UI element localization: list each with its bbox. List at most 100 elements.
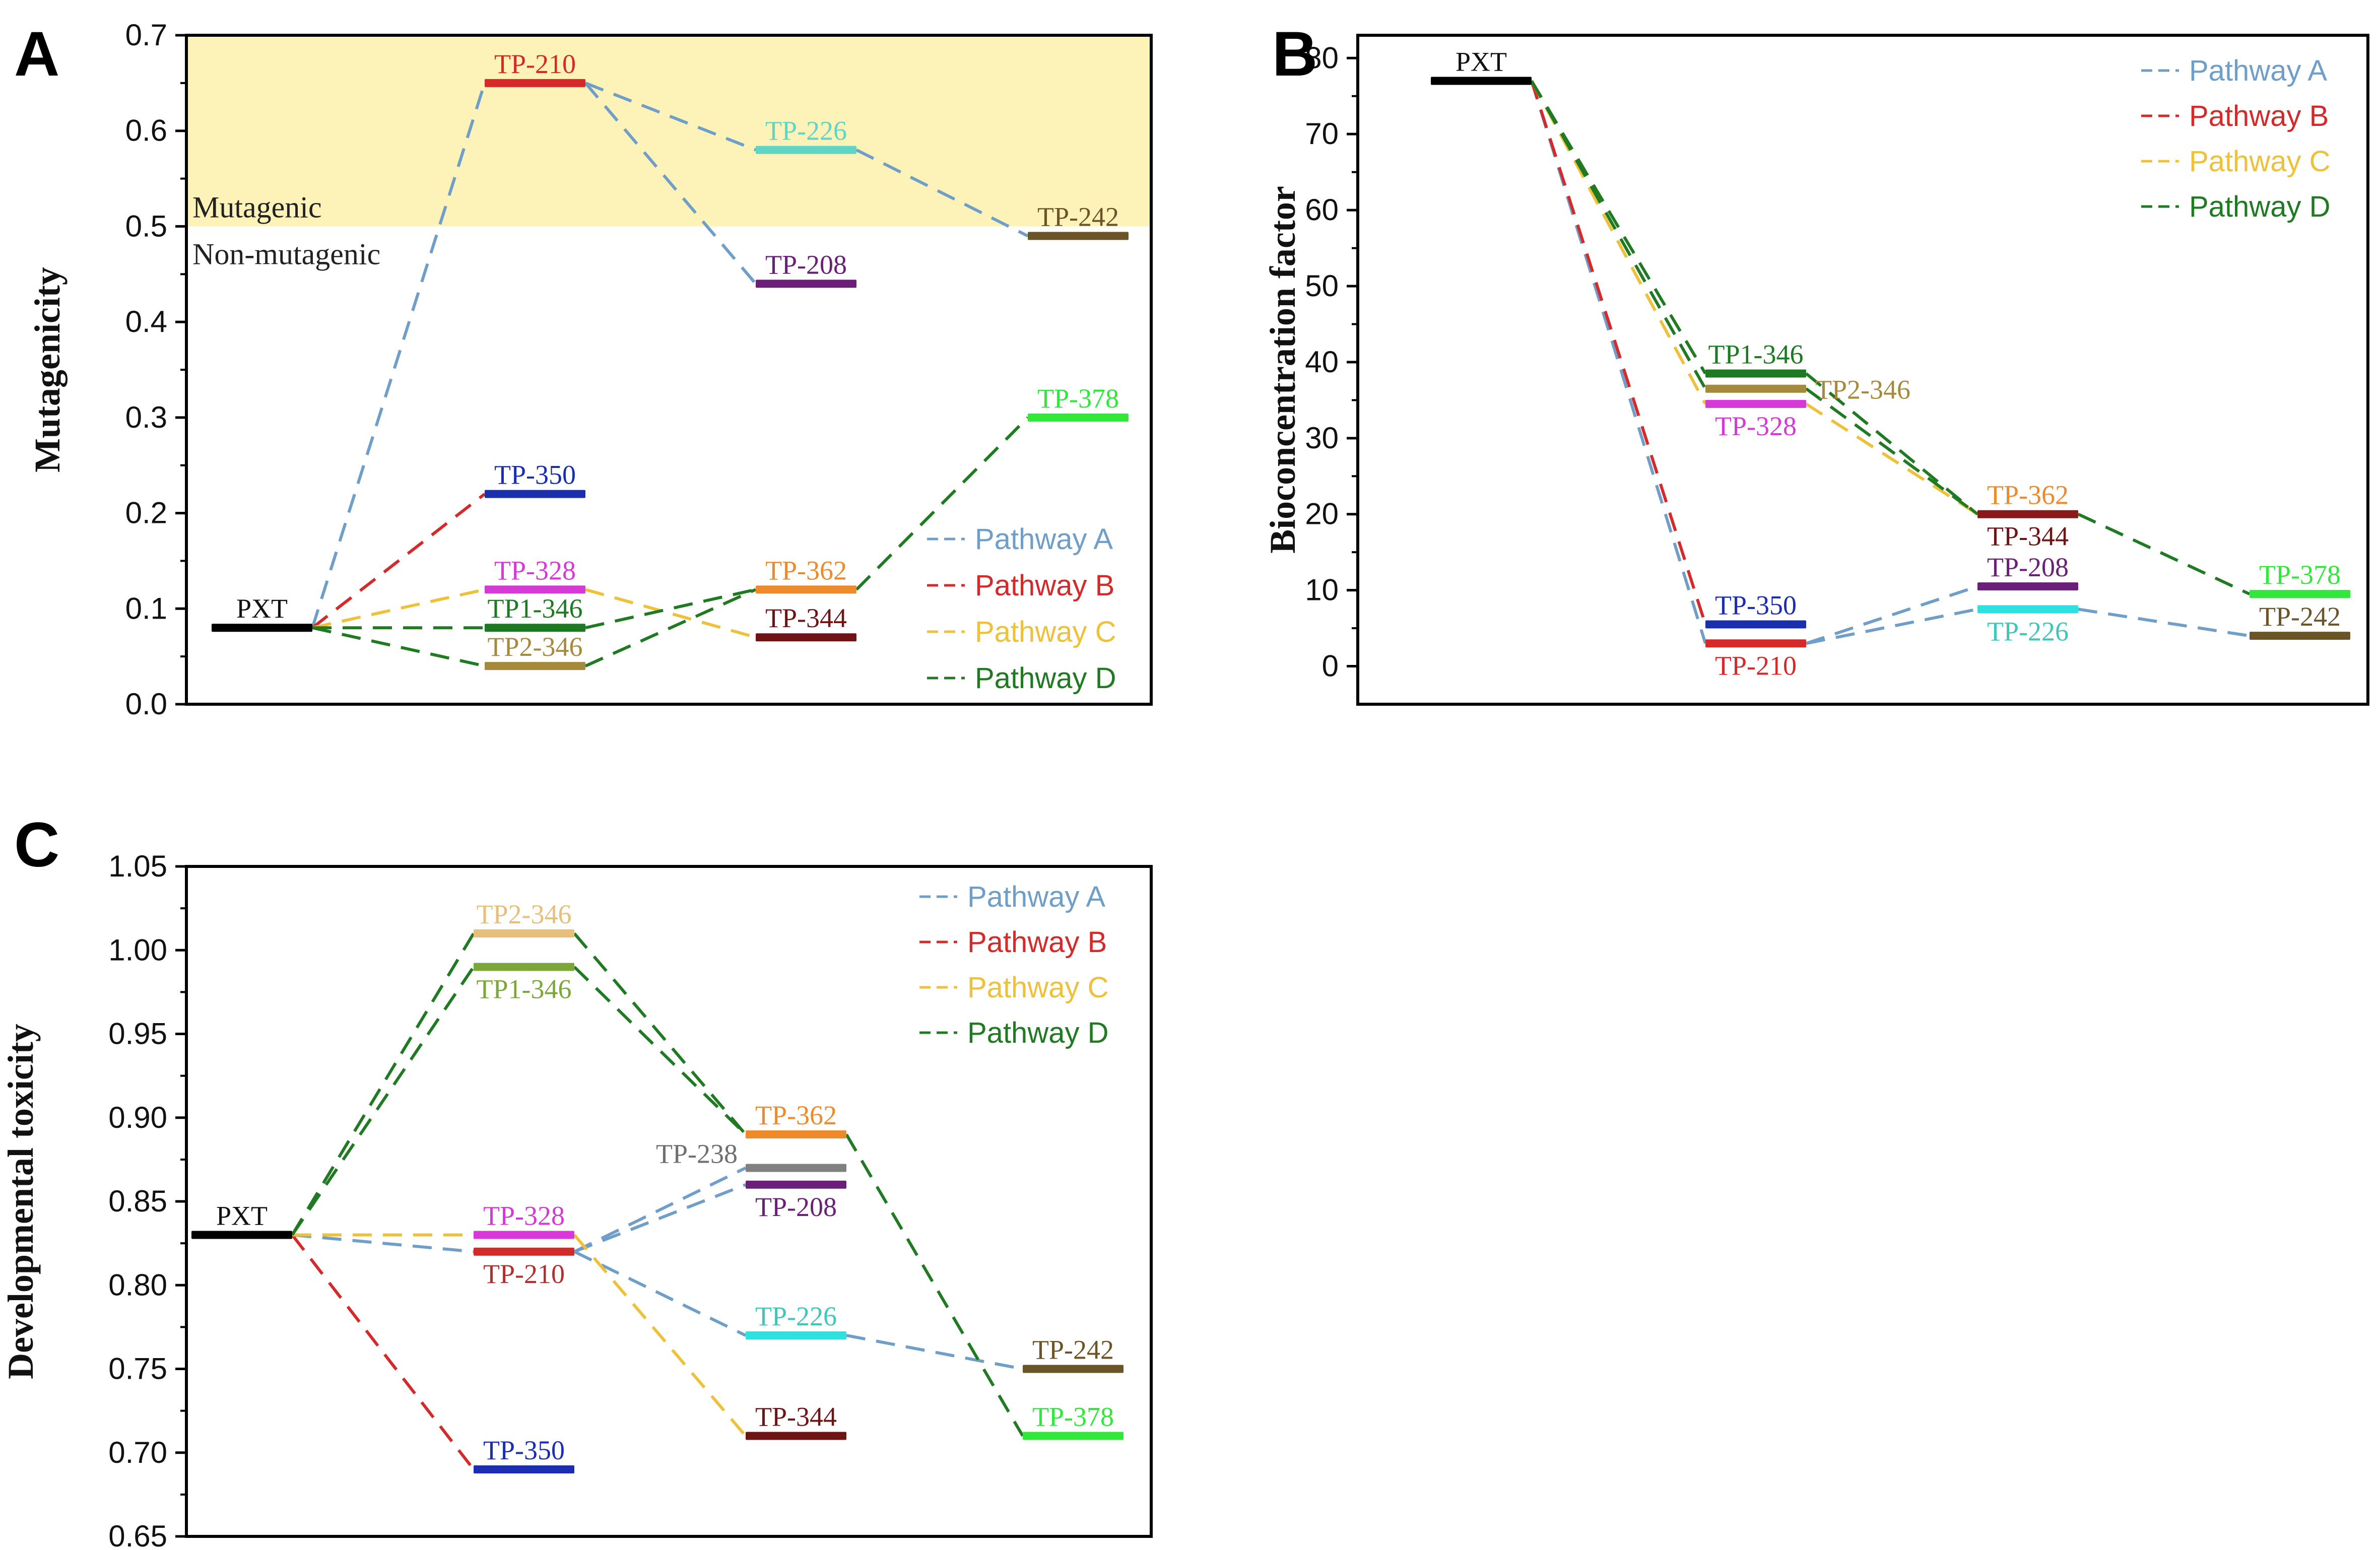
- node-label-tp-350: TP-350: [1715, 590, 1797, 621]
- y-axis-title: Developmental toxicity: [1, 1024, 41, 1379]
- node-bar-tp-362: [1977, 510, 2078, 518]
- node-label-tp-328: TP-328: [494, 555, 576, 585]
- legend-label-pathway-d: Pathway D: [2189, 190, 2330, 223]
- link-pathway-a-tp-210-tp-226: [584, 82, 757, 152]
- node-label-tp2-346: TP2-346: [1815, 375, 1910, 405]
- link-pathway-d-pxt-tp1-346: [291, 966, 475, 1236]
- node-label-tp-378: TP-378: [1037, 383, 1119, 414]
- link-pathway-d-tp1-346-tp-362: [1805, 372, 1978, 516]
- node-bar-pxt: [212, 624, 312, 632]
- mutagenic-region: [188, 35, 1150, 227]
- y-tick-label: 0.2: [125, 496, 167, 530]
- y-tick-label: 0.85: [108, 1184, 167, 1218]
- link-pathway-c-tp-328-tp-344: [573, 1234, 747, 1437]
- legend-label-pathway-a: Pathway A: [967, 881, 1105, 913]
- legend-label-pathway-c: Pathway C: [975, 616, 1116, 648]
- link-pathway-d-tp2-346-tp-362: [1805, 387, 1978, 516]
- panel-letter: A: [14, 19, 59, 89]
- y-tick-label: 0.7: [125, 18, 167, 52]
- node-label-tp-344: TP-344: [765, 603, 847, 633]
- link-pathway-a-tp-210-tp-226: [573, 1250, 747, 1337]
- panel-letter: B: [1272, 19, 1317, 89]
- link-pathway-d-tp-362-tp-378: [845, 1133, 1024, 1437]
- node-bar-tp-328: [485, 585, 585, 594]
- node-bar-tp-210: [1705, 639, 1806, 648]
- region-label-mutagenic: Mutagenic: [192, 190, 322, 224]
- node-bar-tp-344: [746, 1432, 846, 1440]
- link-pathway-d-tp2-346-tp-362: [584, 588, 757, 667]
- node-bar-tp-226: [756, 146, 856, 154]
- node-bar-tp-210: [474, 1247, 574, 1256]
- node-bar-tp-350: [485, 490, 585, 498]
- legend-label-pathway-c: Pathway C: [2189, 145, 2330, 178]
- panel-letter: C: [14, 810, 59, 880]
- y-tick-label: 0.3: [125, 400, 167, 434]
- node-label-tp-210: TP-210: [494, 49, 576, 79]
- node-label-tp-350: TP-350: [494, 460, 576, 490]
- link-pathway-a-tp-210-tp-208: [584, 82, 757, 285]
- legend-label-pathway-a: Pathway A: [975, 523, 1113, 556]
- node-label-tp-344: TP-344: [755, 1402, 837, 1432]
- legend-label-pathway-a: Pathway A: [2189, 54, 2327, 87]
- legend-label-pathway-b: Pathway B: [2189, 100, 2329, 132]
- node-label-tp2-346: TP2-346: [488, 632, 583, 662]
- node-label-pxt: PXT: [1456, 47, 1507, 77]
- node-label-tp-378: TP-378: [1032, 1402, 1114, 1432]
- y-tick-label: 0: [1322, 649, 1339, 683]
- y-tick-label: 20: [1305, 497, 1339, 531]
- node-bar-tp2-346: [1705, 384, 1806, 393]
- legend-label-pathway-b: Pathway B: [967, 926, 1107, 959]
- node-label-tp-242: TP-242: [2259, 601, 2341, 632]
- node-label-tp1-346: TP1-346: [488, 593, 583, 624]
- node-bar-tp-242: [2250, 632, 2350, 640]
- link-pathway-a-pxt-tp-210: [311, 82, 486, 629]
- y-tick-label: 40: [1305, 345, 1339, 379]
- node-bar-tp-328: [1705, 399, 1806, 408]
- y-tick-label: 60: [1305, 193, 1339, 227]
- node-label-pxt: PXT: [216, 1201, 268, 1231]
- y-tick-label: 0.65: [108, 1519, 167, 1550]
- node-bar-tp2-346: [485, 662, 585, 670]
- y-tick-label: 0.6: [125, 114, 167, 148]
- y-tick-label: 80: [1305, 41, 1339, 75]
- node-label-tp-226: TP-226: [1987, 616, 2069, 646]
- node-label-tp-238: TP-238: [656, 1139, 738, 1169]
- link-pathway-a-tp-210-tp-208: [573, 1183, 747, 1253]
- y-tick-label: 0.5: [125, 209, 167, 243]
- node-label-tp-350: TP-350: [483, 1435, 565, 1465]
- node-label-tp1-346: TP1-346: [477, 974, 572, 1004]
- y-axis-title: Bioconcentration factor: [1263, 186, 1303, 554]
- y-tick-label: 0.70: [108, 1436, 167, 1469]
- chart-panel-a: 0.0 0.1 0.2 0.3 0.4 0.5 0.6 0.7 Mutagenicity A Mut…: [14, 18, 1153, 721]
- y-tick-label: 0.4: [125, 305, 167, 339]
- node-label-tp-378: TP-378: [2259, 560, 2341, 590]
- node-label-tp1-346: TP1-346: [1708, 340, 1804, 370]
- node-bar-tp-344: [756, 633, 856, 642]
- y-tick-label: 50: [1305, 269, 1339, 303]
- node-bar-tp-238: [746, 1164, 846, 1172]
- legend-label-pathway-d: Pathway D: [975, 662, 1116, 695]
- node-label-tp-242: TP-242: [1037, 201, 1119, 232]
- plot-frame: [1356, 34, 2369, 706]
- node-bar-pxt: [1431, 77, 1532, 85]
- y-axis-title: Mutagenicity: [27, 267, 68, 473]
- legend-label-pathway-c: Pathway C: [967, 971, 1108, 1004]
- node-bar-tp-210: [485, 79, 585, 87]
- chart-panel-c: 0.65 0.70 0.75 0.80 0.85 0.90 0.95 1.00 1.05 Deve…: [1, 810, 1153, 1550]
- node-bar-tp-242: [1028, 232, 1129, 240]
- node-label-pxt: PXT: [236, 593, 288, 624]
- node-bar-tp-350: [1705, 620, 1806, 629]
- node-bar-tp-378: [1023, 1432, 1123, 1440]
- node-label-tp-226: TP-226: [765, 116, 847, 146]
- link-pathway-d-tp1-346-tp-362: [573, 966, 747, 1136]
- node-label-tp-208: TP-208: [1987, 552, 2069, 582]
- y-tick-label: 0.0: [125, 687, 167, 721]
- node-bar-tp-208: [1977, 582, 2078, 591]
- y-tick-label: 30: [1305, 421, 1339, 455]
- node-label-tp-242: TP-242: [1032, 1335, 1114, 1365]
- link-pathway-d-tp-362-tp-378: [2077, 513, 2251, 595]
- link-pathway-d-tp-362-tp-378: [855, 416, 1029, 591]
- y-tick-label: 0.95: [108, 1017, 167, 1051]
- node-bar-pxt: [191, 1231, 292, 1239]
